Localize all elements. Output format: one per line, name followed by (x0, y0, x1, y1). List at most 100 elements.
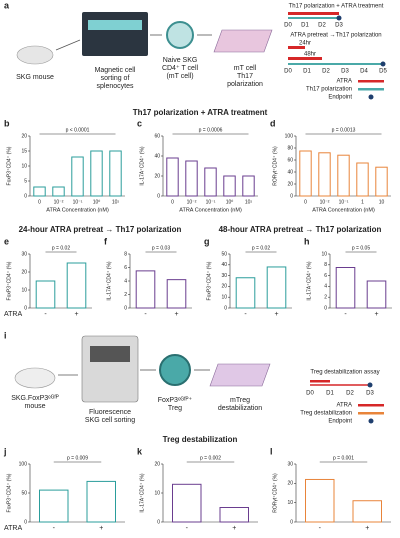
bar (366, 280, 387, 309)
y-tick-label: 4 (324, 284, 327, 290)
bar (219, 507, 249, 523)
label: mT cell (234, 65, 257, 72)
x-tick-label: 0 (304, 199, 307, 205)
y-tick-label: 2 (124, 292, 127, 298)
y-tick-label: 0 (124, 305, 127, 311)
x-tick-label: - (244, 311, 247, 318)
endpoint (367, 382, 373, 388)
sorter-panel (90, 346, 130, 362)
bar (235, 277, 256, 309)
x-tick-label: 10⁻¹ (73, 199, 83, 205)
x-tick-label: 0 (38, 199, 41, 205)
day-label: D5 (379, 69, 387, 75)
y-tick-label: 5 (24, 178, 27, 184)
y-tick-label: 0 (224, 305, 227, 311)
legend-label: Endpoint (328, 95, 352, 101)
p-value: p = 0.02 (252, 245, 270, 251)
x-axis-label: ATRA Concentration (nM) (312, 207, 375, 213)
bar (266, 266, 287, 309)
y-tick-label: 6 (324, 273, 327, 279)
timeline-bar (288, 46, 305, 49)
x-tick-label: 10⁻¹ (339, 199, 349, 205)
x-tick-label: + (274, 311, 278, 318)
legend-swatch (368, 418, 374, 424)
bar (352, 500, 382, 523)
x-axis-label: ATRA Concentration (nM) (179, 207, 242, 213)
mouse-icon (14, 367, 56, 389)
duration-label: 24hr (299, 41, 311, 47)
day-label: D3 (366, 391, 374, 397)
day-label: D2 (318, 23, 326, 29)
legend-swatch (368, 94, 374, 100)
label: sorting of (101, 75, 130, 82)
legend-label: Endpoint (328, 419, 352, 425)
p-value: p = 0.05 (352, 245, 370, 251)
endpoint (380, 61, 386, 67)
bar (90, 150, 103, 197)
legend-label: Treg destabilization (300, 411, 352, 417)
y-axis-label: IL-17A⁺CD4⁺ (%) (106, 261, 112, 301)
x-tick-label: 10⁰ (93, 199, 101, 205)
legend-swatch (358, 80, 384, 83)
y-axis-label: FoxP3⁺CD4⁺ (%) (6, 261, 12, 300)
panel-letter: l (270, 446, 273, 456)
panel-letter: b (4, 118, 10, 128)
magnet-tubes (88, 20, 142, 30)
y-tick-label: 10 (221, 295, 227, 301)
y-tick-label: 30 (221, 273, 227, 279)
x-tick-label: 10⁻¹ (206, 199, 216, 205)
label: CD4⁺ T cell (162, 65, 199, 72)
y-tick-label: 20 (154, 461, 160, 467)
bar (52, 186, 65, 197)
bar (86, 480, 116, 523)
bar (35, 280, 56, 309)
y-tick-label: 0 (157, 519, 160, 525)
timeline-title: ATRA pretreat →Th17 polarization (290, 33, 381, 39)
x-tick-label: - (44, 311, 47, 318)
x-tick-label: - (344, 311, 347, 318)
y-tick-label: 20 (21, 133, 27, 139)
day-label: D1 (303, 69, 311, 75)
y-tick-label: 40 (221, 262, 227, 268)
y-tick-label: 0 (324, 305, 327, 311)
y-tick-label: 0 (290, 193, 293, 199)
y-tick-label: 10 (154, 490, 160, 496)
label: Th17 (237, 73, 253, 80)
label: Naive SKG (163, 57, 198, 64)
panel-letter: e (4, 236, 9, 246)
y-axis-label: RORγt⁺CD4⁺ (%) (272, 146, 278, 186)
y-tick-label: 0 (290, 519, 293, 525)
panel-letter: j (3, 446, 7, 456)
t-cell (166, 21, 194, 49)
day-label: D4 (360, 69, 368, 75)
timeline-bar (310, 380, 330, 383)
bar (172, 483, 202, 523)
x-tick-label: 1 (361, 199, 364, 205)
row-label: ATRA (4, 311, 22, 318)
legend-swatch (358, 404, 384, 407)
panel-a: a SKG mouse Magnetic cell sorting of spl… (4, 0, 387, 100)
x-tick-label: + (99, 525, 103, 532)
legend-label: Th17 polarization (306, 87, 352, 93)
panel-letter: i (4, 330, 7, 340)
x-tick-label: + (74, 311, 78, 318)
x-tick-label: 10 (379, 199, 385, 205)
x-axis-label: ATRA Concentration (nM) (46, 207, 109, 213)
day-label: D2 (322, 69, 330, 75)
timeline-bar (288, 57, 322, 60)
bar (166, 279, 187, 309)
day-label: D0 (284, 23, 292, 29)
y-tick-label: 20 (287, 481, 293, 487)
y-axis-label: RORγt⁺CD4⁺ (%) (272, 473, 278, 513)
day-label: D0 (306, 391, 314, 397)
magnet-device (82, 12, 148, 56)
timeline-bar (288, 12, 339, 15)
day-label: D3 (341, 69, 349, 75)
x-tick-label: 0 (171, 199, 174, 205)
day-label: D3 (335, 23, 343, 29)
y-tick-label: 4 (124, 278, 127, 284)
sorter (81, 335, 139, 403)
y-tick-label: 40 (154, 153, 160, 159)
mouse-icon (16, 45, 54, 65)
